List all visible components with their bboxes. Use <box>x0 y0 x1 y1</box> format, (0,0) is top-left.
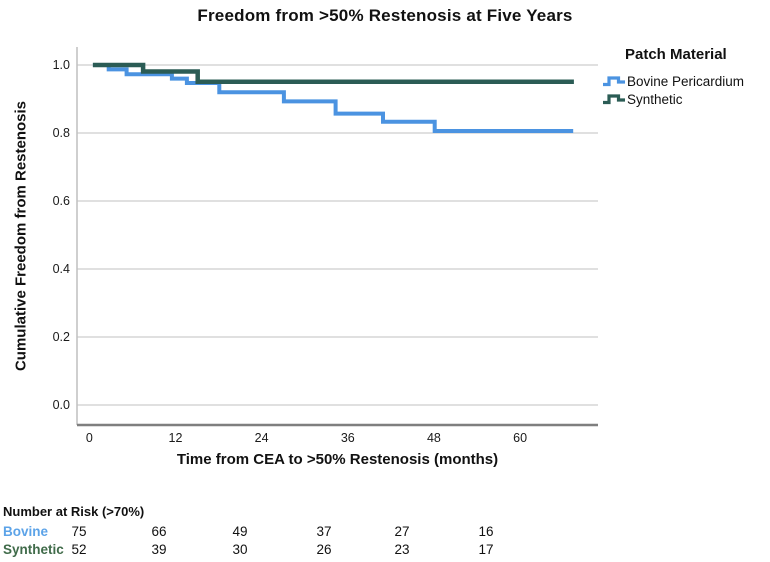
risk-value: 39 <box>151 542 167 557</box>
risk-value: 37 <box>316 524 332 539</box>
risk-value: 17 <box>478 542 494 557</box>
risk-value: 66 <box>151 524 167 539</box>
risk-value: 75 <box>71 524 87 539</box>
y-tick-label: 0.6 <box>52 194 70 208</box>
legend: Patch Material Bovine Pericardium Synthe… <box>602 46 770 108</box>
y-axis-title: Cumulative Freedom from Restenosis <box>12 100 30 372</box>
risk-value: 52 <box>71 542 87 557</box>
series-bovine-pericardium <box>92 63 574 133</box>
legend-item-label: Bovine Pericardium <box>627 73 745 89</box>
risk-row-synthetic: Synthetic 52 39 30 26 23 17 <box>0 542 620 558</box>
legend-item-label: Synthetic <box>627 91 683 107</box>
x-tick-label: 0 <box>85 431 93 445</box>
y-tick-label: 0.0 <box>52 398 70 412</box>
step-line-icon <box>603 76 625 87</box>
risk-value: 23 <box>394 542 410 557</box>
series-synthetic <box>92 62 574 84</box>
x-axis-title: Time from CEA to >50% Restenosis (months… <box>176 451 499 468</box>
y-tick-label: 0.8 <box>52 126 70 140</box>
risk-row-label: Synthetic <box>3 542 64 557</box>
x-tick-label: 36 <box>340 431 355 445</box>
y-tick-label: 1.0 <box>52 58 70 72</box>
risk-value: 49 <box>232 524 248 539</box>
step-line-icon <box>603 94 625 105</box>
risk-row-label: Bovine <box>3 524 49 539</box>
risk-value: 16 <box>478 524 494 539</box>
x-tick-label: 12 <box>168 431 183 445</box>
risk-row-bovine: Bovine 75 66 49 37 27 16 <box>0 524 620 540</box>
y-tick-label: 0.4 <box>52 262 70 276</box>
risk-value: 27 <box>394 524 410 539</box>
chart-title: Freedom from >50% Restenosis at Five Yea… <box>197 6 573 25</box>
x-tick-label: 24 <box>254 431 269 445</box>
risk-table-header: Number at Risk (>70%) <box>3 504 145 519</box>
legend-item-bovine: Bovine Pericardium <box>602 72 770 90</box>
legend-item-synthetic: Synthetic <box>602 90 770 108</box>
risk-value: 30 <box>232 542 248 557</box>
risk-value: 26 <box>316 542 332 557</box>
x-tick-label: 60 <box>513 431 528 445</box>
legend-title: Patch Material <box>625 46 727 63</box>
y-tick-label: 0.2 <box>52 330 70 344</box>
x-tick-label: 48 <box>426 431 441 445</box>
